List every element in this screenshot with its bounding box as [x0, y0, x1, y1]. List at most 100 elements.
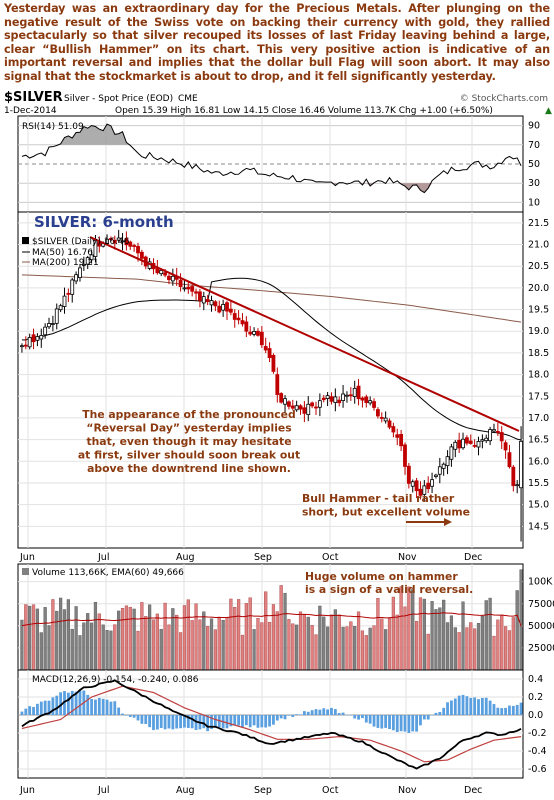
macd-histogram-bar — [86, 694, 90, 715]
macd-histogram-bar — [477, 699, 480, 715]
price-tick-label: 21.0 — [528, 240, 549, 251]
price-bar-body — [495, 431, 500, 433]
macd-histogram-bar — [345, 714, 349, 716]
price-tick-label: 19.5 — [528, 305, 549, 316]
price-bar-body — [403, 444, 407, 467]
macd-histogram-bar — [105, 699, 109, 715]
volume-bar — [484, 600, 488, 671]
price-bar-body — [449, 446, 454, 460]
price-tick-label: 18.0 — [528, 370, 549, 381]
price-bar-body — [178, 279, 183, 288]
volume-legend: Volume 113,66K, EMA(60) 49,666 — [32, 568, 184, 578]
price-tick-label: 15.0 — [528, 500, 549, 511]
volume-bar — [302, 614, 306, 671]
macd-histogram-bar — [473, 697, 477, 715]
price-bar-body — [434, 474, 438, 477]
volume-bar — [337, 614, 341, 671]
macd-tick-label: -0.4 — [528, 746, 547, 757]
volume-bar — [372, 625, 376, 671]
volume-bar — [469, 622, 473, 671]
macd-lines — [21, 679, 522, 770]
volume-bar — [496, 619, 500, 671]
macd-histogram-bar — [152, 715, 155, 731]
macd-histogram-bar — [252, 715, 256, 726]
price-bar-body — [112, 239, 117, 244]
price-bar-body — [317, 400, 322, 408]
macd-histogram-bar — [39, 701, 43, 715]
macd-tick-label: -0.6 — [528, 764, 547, 775]
ma50-legend: MA(50) 16.76 — [32, 248, 93, 258]
volume-bar — [310, 625, 314, 671]
price-bar-body — [360, 397, 365, 401]
macd-histogram-bar — [28, 706, 32, 715]
volume-bar — [113, 624, 117, 671]
price-bar-body — [128, 241, 133, 247]
volume-bar — [414, 620, 419, 671]
volume-bar — [461, 601, 465, 671]
macd-histogram-bar — [500, 708, 504, 715]
price-bar-body — [163, 272, 167, 276]
price-bar-body — [492, 429, 496, 432]
price-bar-body — [437, 466, 442, 475]
macd-histogram-bar — [213, 715, 217, 727]
volume-bar — [217, 616, 221, 671]
price-bar-body — [259, 331, 264, 346]
volume-bar — [237, 599, 241, 671]
chart-symbol-name: Silver - Spot Price (EOD) — [64, 94, 173, 104]
chart-exchange: CME — [178, 94, 198, 104]
price-bar-body — [228, 308, 233, 313]
month-label-dec: Dec — [464, 552, 482, 563]
volume-bar — [465, 627, 469, 671]
volume-bar — [275, 611, 279, 671]
volume-bar — [298, 611, 303, 671]
macd-histogram-bar — [322, 708, 326, 715]
price-bar-body — [488, 429, 493, 442]
price-bar-body — [194, 291, 198, 294]
macd-histogram-bar — [492, 704, 496, 715]
ma200-line — [21, 274, 522, 323]
volume-bar — [86, 613, 90, 671]
price-bar-body — [348, 394, 353, 397]
macd-histogram-bar — [24, 708, 28, 715]
price-bar-body — [445, 456, 450, 467]
macd-histogram-bar — [256, 715, 260, 728]
price-bar-body — [302, 407, 307, 414]
volume-bar — [473, 628, 477, 671]
volume-annotation-line: is a sign of a valid reversal. — [305, 583, 473, 596]
macd-histogram-bar — [299, 714, 302, 715]
month-label-oct: Oct — [322, 552, 339, 563]
macd-histogram-bar — [357, 715, 360, 720]
price-bar-body — [426, 482, 431, 490]
volume-bar — [449, 615, 454, 671]
macd-histogram-bar — [341, 712, 345, 715]
macd-histogram-bar — [125, 715, 128, 716]
macd-histogram-bar — [279, 715, 283, 719]
volume-bar — [364, 635, 368, 671]
volume-bar — [209, 618, 214, 671]
ma50-path — [21, 277, 522, 441]
macd-histogram-bar — [20, 711, 24, 715]
month-label-jul-bottom: Jul — [97, 785, 109, 796]
macd-histogram-bar — [186, 715, 190, 728]
price-bar-body — [221, 304, 226, 311]
volume-bar — [256, 618, 260, 671]
volume-tick-label: 75000 — [528, 599, 554, 610]
month-label-sep: Sep — [254, 552, 272, 563]
macd-histogram-bar — [453, 698, 457, 715]
price-bar-body — [116, 237, 121, 241]
macd-histogram-bar — [411, 715, 415, 732]
price-bar-body — [85, 257, 90, 265]
price-bar-body — [39, 335, 44, 340]
volume-bar — [426, 633, 430, 671]
volume-bar — [322, 616, 326, 671]
volume-bar — [178, 632, 183, 671]
macd-histogram-bar — [183, 715, 186, 728]
price-bar-body — [58, 305, 63, 311]
price-tick-label: 21.5 — [528, 218, 549, 229]
price-bar-body — [252, 331, 256, 335]
price-bar-body — [120, 240, 125, 243]
reversal-annotation-line: that, even though it may hesitate — [86, 435, 291, 448]
reversal-annotation-line: The appearance of the pronounced — [82, 408, 295, 421]
macd-histogram-bar — [519, 702, 523, 715]
volume-bar — [221, 619, 225, 671]
